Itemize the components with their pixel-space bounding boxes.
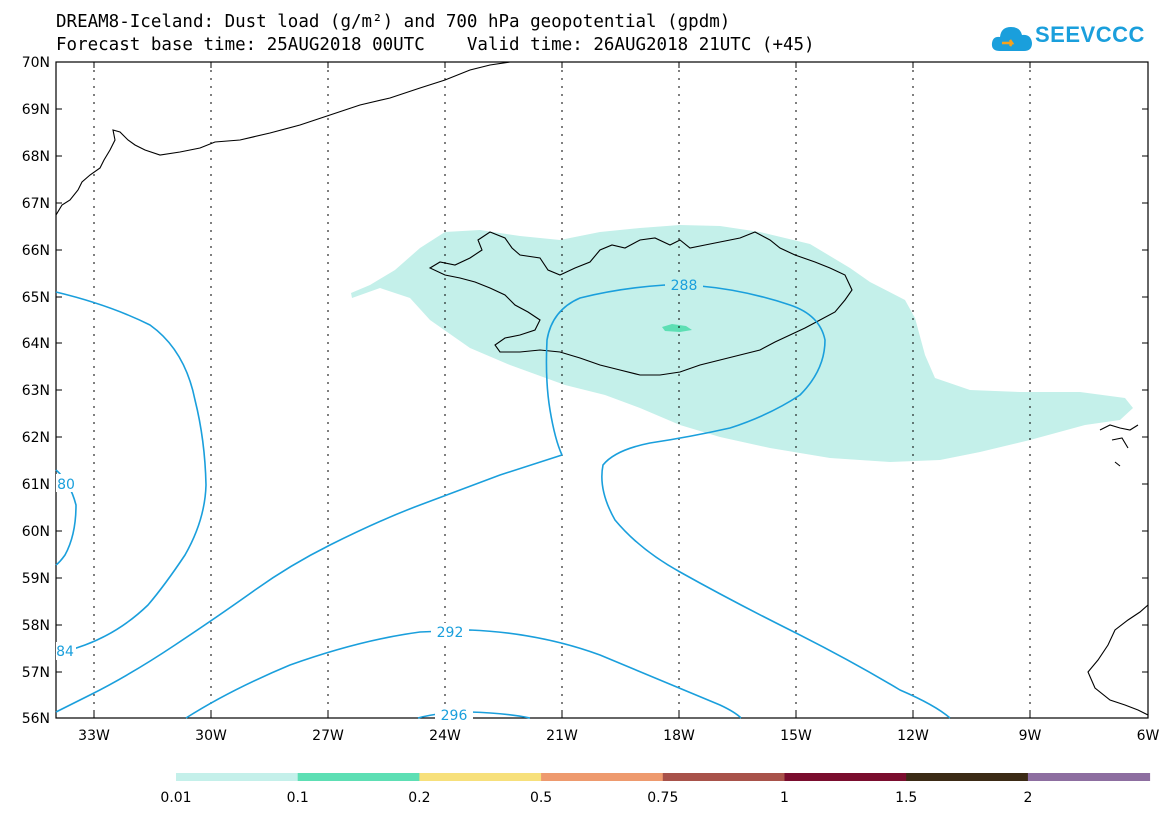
- colorbar-segment: [662, 773, 785, 781]
- cloud-icon: [991, 27, 1032, 51]
- lat-label: 62N: [22, 430, 50, 446]
- coastlines: [55, 61, 1149, 716]
- colorbar-label: 0.01: [160, 790, 191, 806]
- axis-ticks: [56, 61, 1148, 718]
- lat-label: 67N: [22, 196, 50, 212]
- colorbar-labels: 0.01 0.1 0.2 0.5 0.75 1 1.5 2: [160, 790, 1032, 806]
- lat-label: 64N: [22, 336, 50, 352]
- colorbar-segment: [176, 773, 299, 781]
- latitude-labels: 70N 69N 68N 67N 66N 65N 64N 63N 62N 61N …: [22, 55, 50, 727]
- contour-label-284: 84: [56, 644, 74, 660]
- geopotential-contours: [55, 284, 951, 719]
- lon-label: 30W: [195, 728, 227, 744]
- contour-label-296: 296: [441, 708, 468, 724]
- map-title: DREAM8-Iceland: Dust load (g/m²) and 700…: [56, 12, 731, 32]
- colorbar-segment: [784, 773, 907, 781]
- scotland-coast: [1087, 604, 1149, 716]
- lon-label: 18W: [663, 728, 695, 744]
- graticule: [93, 62, 1031, 718]
- longitude-labels: 33W 30W 27W 24W 21W 18W 15W 12W 9W 6W: [78, 728, 1159, 744]
- lat-label: 60N: [22, 524, 50, 540]
- contour-288: [545, 284, 951, 719]
- lat-label: 61N: [22, 477, 50, 493]
- lon-label: 27W: [312, 728, 344, 744]
- contour-labels: 288 292 296 80 84: [56, 276, 703, 724]
- logo-text: SEEVCCC: [1035, 22, 1145, 47]
- map-subtitle: Forecast base time: 25AUG2018 00UTC Vali…: [56, 35, 815, 55]
- colorbar-segment: [906, 773, 1029, 781]
- colorbar-label: 0.75: [647, 790, 678, 806]
- colorbar: [176, 773, 1151, 781]
- lon-label: 24W: [429, 728, 461, 744]
- colorbar-segment: [419, 773, 542, 781]
- lat-label: 66N: [22, 243, 50, 259]
- lat-label: 65N: [22, 290, 50, 306]
- greenland-coast: [55, 61, 511, 216]
- colorbar-segment: [1027, 773, 1151, 781]
- dust-area-medium: [662, 324, 692, 332]
- contour-288-west: [55, 454, 563, 713]
- contour-296: [417, 711, 531, 719]
- colorbar-label: 1.5: [895, 790, 917, 806]
- lon-label: 12W: [897, 728, 929, 744]
- contour-292: [185, 629, 742, 719]
- lon-label: 6W: [1137, 728, 1160, 744]
- colorbar-segment: [297, 773, 420, 781]
- iceland-coast: [428, 231, 853, 376]
- contour-label-280: 80: [57, 477, 75, 493]
- colorbar-label: 0.2: [408, 790, 430, 806]
- lat-label: 58N: [22, 618, 50, 634]
- colorbar-label: 0.1: [287, 790, 309, 806]
- lon-label: 33W: [78, 728, 110, 744]
- lon-label: 15W: [780, 728, 812, 744]
- dust-area-light: [351, 225, 1133, 462]
- lat-label: 68N: [22, 149, 50, 165]
- colorbar-label: 1: [780, 790, 789, 806]
- lat-label: 59N: [22, 571, 50, 587]
- contour-label-288: 288: [671, 278, 698, 294]
- faroe-coast: [1099, 424, 1139, 467]
- seevccc-logo: SEEVCCC: [990, 18, 1160, 58]
- contour-label-292: 292: [437, 625, 464, 641]
- lat-label: 56N: [22, 711, 50, 727]
- lon-label: 9W: [1019, 728, 1042, 744]
- colorbar-label: 0.5: [530, 790, 552, 806]
- lat-label: 63N: [22, 383, 50, 399]
- lat-label: 70N: [22, 55, 50, 71]
- lon-label: 21W: [546, 728, 578, 744]
- colorbar-label: 2: [1023, 790, 1032, 806]
- contour-284: [55, 291, 207, 656]
- lat-label: 57N: [22, 665, 50, 681]
- colorbar-segment: [541, 773, 664, 781]
- lat-label: 69N: [22, 102, 50, 118]
